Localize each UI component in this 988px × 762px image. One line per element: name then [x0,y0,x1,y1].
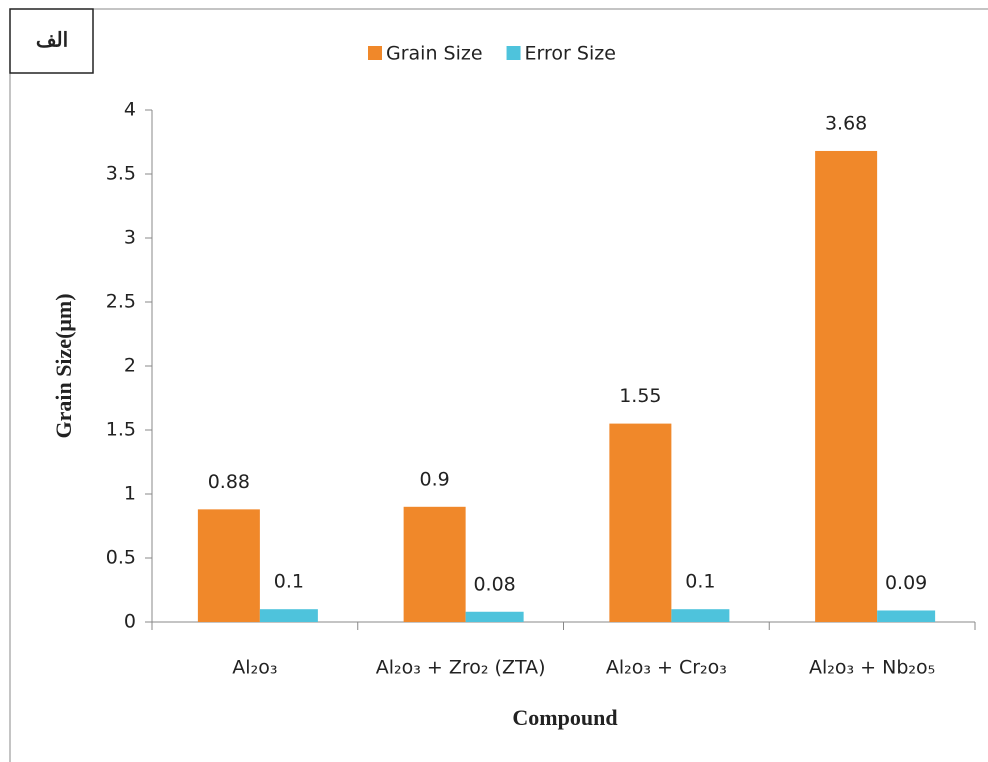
value-label: 3.68 [825,112,867,134]
y-tick-label: 4 [124,99,136,121]
value-label: 0.88 [208,471,250,493]
x-tick-label: Al₂o₃ + Nb₂o₅ [809,657,935,679]
x-tick-label: Al₂o₃ + Zro₂ (ZTA) [376,657,546,679]
value-label: 0.09 [885,572,927,594]
legend-label: Error Size [525,43,616,65]
value-label: 0.1 [274,571,304,593]
corner-box [9,8,94,74]
bar [259,609,318,622]
bar [671,609,730,622]
y-tick-label: 2 [124,355,136,377]
value-label: 0.1 [685,571,715,593]
y-tick-label: 1.5 [106,419,136,441]
y-tick-label: 1 [124,483,136,505]
legend-swatch [506,46,521,60]
bar [609,423,672,622]
value-label: 0.9 [420,468,450,490]
y-tick-label: 0.5 [106,547,136,569]
bar [877,610,936,622]
y-tick-label: 2.5 [106,291,136,313]
value-label: 0.08 [473,573,515,595]
legend-label: Grain Size [386,43,483,65]
y-tick-label: 3 [124,227,136,249]
bar [197,509,260,622]
value-label: 1.55 [619,385,661,407]
bar [465,611,524,622]
x-axis-title: Compound [512,705,617,730]
bar [403,506,466,622]
y-axis-title: Grain Size(μm) [51,293,76,438]
y-tick-label: 0 [124,611,136,633]
x-tick-label: Al₂o₃ + Cr₂o₃ [606,657,727,679]
bar [815,150,878,622]
y-tick-label: 3.5 [106,163,136,185]
corner-label: الف [36,30,68,52]
x-tick-label: Al₂o₃ [232,657,277,679]
legend-swatch [368,46,382,60]
